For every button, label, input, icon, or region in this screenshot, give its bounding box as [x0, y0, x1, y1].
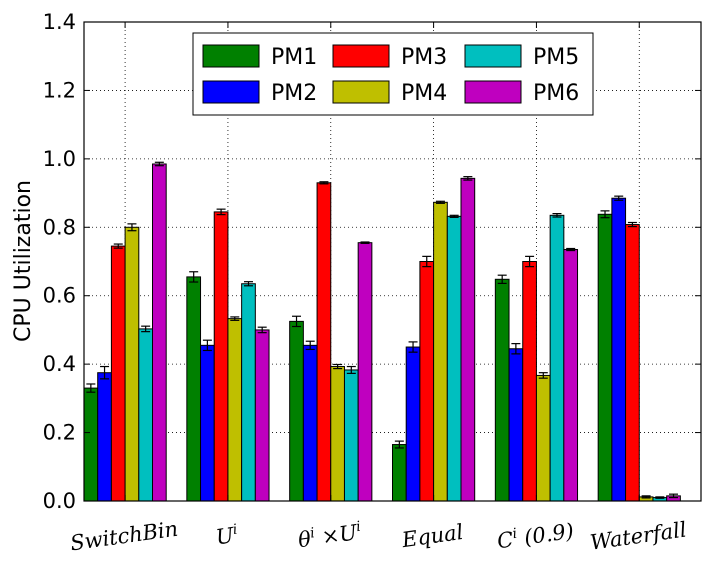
- y-tick-label: 1.0: [43, 147, 76, 171]
- bar-pm1: [597, 213, 613, 502]
- bar-pm1: [494, 278, 510, 502]
- bar-pm2: [200, 344, 215, 502]
- legend-swatch-pm5: [464, 44, 522, 68]
- y-tick-label: 0.0: [43, 489, 76, 513]
- bar-pm2: [97, 372, 112, 502]
- legend-label-pm4: PM4: [401, 81, 447, 106]
- bar-pm2: [302, 344, 318, 502]
- legend-swatch-pm1: [202, 44, 260, 68]
- legend-label-pm5: PM5: [533, 45, 579, 70]
- bar-pm3: [213, 211, 229, 502]
- y-axis-title: CPU Utilization: [11, 180, 36, 342]
- bar-pm4: [124, 226, 140, 502]
- y-tick-label: 0.4: [43, 352, 76, 376]
- bar-pm5: [446, 215, 462, 502]
- bar-pm6: [152, 163, 167, 502]
- bar-pm1: [186, 276, 202, 502]
- x-tick-label: θi ×Ui: [296, 519, 362, 553]
- x-tick-label: Ui: [214, 522, 239, 550]
- bar-pm6: [563, 249, 579, 502]
- legend-label-pm6: PM6: [533, 81, 579, 106]
- bar-pm5: [343, 369, 359, 502]
- bar-pm3: [522, 261, 537, 502]
- legend-label-pm3: PM3: [401, 45, 447, 70]
- bar-pm3: [316, 182, 332, 502]
- bar-pm6: [357, 242, 373, 502]
- bar-pm2: [405, 346, 421, 502]
- bar-pm3: [110, 245, 126, 502]
- legend-box: [192, 32, 594, 116]
- bar-pm1: [392, 444, 407, 502]
- legend-swatch-pm4: [332, 80, 390, 104]
- legend-items: PM1 PM2 PM3 PM4 PM5 PM6: [202, 44, 579, 106]
- y-tick-label: 1.2: [43, 78, 76, 102]
- bar-pm5: [241, 283, 256, 502]
- bar-pm3: [625, 224, 640, 502]
- bar-pm5: [138, 328, 154, 502]
- bar-pm1: [83, 387, 99, 502]
- legend-label-pm2: PM2: [271, 81, 317, 106]
- y-tick-label: 0.6: [43, 284, 76, 308]
- bar-pm1: [289, 320, 304, 502]
- bar-pm5: [549, 214, 565, 502]
- bar-pm6: [460, 177, 476, 502]
- bar-pm6: [254, 329, 270, 502]
- bar-pm2: [611, 197, 627, 502]
- bars: [83, 161, 681, 502]
- legend-label-pm1: PM1: [271, 45, 317, 70]
- y-tick-labels: 0.0 0.2 0.4 0.6 0.8 1.0 1.2 1.4: [43, 10, 76, 513]
- bar-pm3: [419, 261, 435, 502]
- legend-swatch-pm6: [464, 80, 522, 104]
- legend: PM1 PM2 PM3 PM4 PM5 PM6: [192, 32, 594, 116]
- bar-pm2: [508, 348, 524, 502]
- y-tick-label: 0.2: [43, 421, 76, 445]
- legend-swatch-pm2: [202, 80, 260, 104]
- axis-ticks: [84, 21, 701, 502]
- y-tick-label: 1.4: [43, 10, 76, 34]
- bar-pm4: [227, 318, 243, 502]
- legend-swatch-pm3: [332, 44, 390, 68]
- y-tick-label: 0.8: [43, 215, 76, 239]
- plot-frame: [83, 21, 702, 502]
- bar-pm4: [433, 201, 448, 502]
- bar-pm4: [535, 374, 551, 502]
- bar-pm4: [330, 366, 345, 502]
